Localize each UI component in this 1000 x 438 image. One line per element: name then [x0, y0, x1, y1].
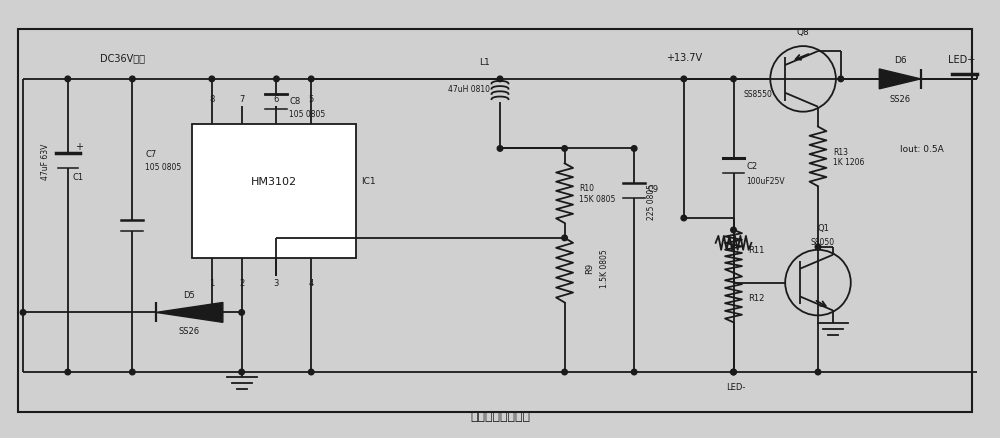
Circle shape	[731, 77, 736, 82]
Text: C9: C9	[647, 184, 658, 193]
Text: 105 0805: 105 0805	[145, 162, 182, 171]
FancyBboxPatch shape	[192, 124, 356, 258]
Circle shape	[731, 369, 736, 375]
Circle shape	[681, 77, 687, 82]
Circle shape	[838, 77, 844, 82]
Text: DC36V输入: DC36V输入	[100, 53, 145, 63]
Text: R12: R12	[748, 293, 765, 302]
Text: HM3102: HM3102	[251, 177, 297, 186]
Text: L1: L1	[479, 57, 490, 66]
Text: Q8: Q8	[797, 28, 809, 37]
Circle shape	[815, 244, 821, 250]
Text: 225 0805: 225 0805	[647, 184, 656, 220]
Circle shape	[497, 77, 503, 82]
Text: +: +	[75, 142, 83, 152]
Circle shape	[65, 369, 71, 375]
Circle shape	[239, 369, 244, 375]
Circle shape	[562, 146, 567, 152]
Circle shape	[731, 369, 736, 375]
Text: 1.5K 0805: 1.5K 0805	[600, 249, 609, 287]
Text: C1: C1	[73, 173, 84, 181]
Circle shape	[274, 77, 279, 82]
Text: S8050: S8050	[811, 238, 835, 247]
Text: 4: 4	[309, 279, 314, 287]
Text: C8: C8	[289, 97, 301, 106]
Circle shape	[130, 77, 135, 82]
Text: 5: 5	[309, 95, 314, 104]
Text: R11: R11	[748, 246, 765, 255]
Circle shape	[631, 146, 637, 152]
Text: SS26: SS26	[889, 95, 911, 104]
Text: D6: D6	[894, 55, 906, 64]
Text: R10
15K 0805: R10 15K 0805	[579, 184, 616, 203]
Text: LED-: LED-	[726, 382, 745, 392]
Circle shape	[562, 236, 567, 241]
Circle shape	[209, 77, 215, 82]
Text: 47uH 0810: 47uH 0810	[448, 85, 490, 94]
Circle shape	[497, 146, 503, 152]
Circle shape	[20, 310, 26, 315]
Text: 8: 8	[209, 95, 215, 104]
Circle shape	[65, 77, 71, 82]
Circle shape	[308, 77, 314, 82]
Circle shape	[308, 369, 314, 375]
Text: R9: R9	[585, 262, 594, 274]
Text: R13
1K 1206: R13 1K 1206	[833, 147, 864, 167]
Text: 100uF25V: 100uF25V	[746, 177, 785, 185]
Text: 2: 2	[239, 279, 244, 287]
Circle shape	[681, 216, 687, 221]
Text: 47uF 63V: 47uF 63V	[41, 143, 50, 179]
Polygon shape	[156, 303, 223, 323]
Circle shape	[631, 369, 637, 375]
Text: Q1: Q1	[817, 224, 829, 233]
Circle shape	[130, 369, 135, 375]
Text: D5: D5	[184, 290, 195, 299]
Circle shape	[815, 369, 821, 375]
Circle shape	[562, 369, 567, 375]
Text: C2: C2	[746, 162, 758, 170]
Text: IC1: IC1	[361, 177, 376, 186]
Text: 7: 7	[239, 95, 244, 104]
Text: 1: 1	[209, 279, 214, 287]
Circle shape	[731, 228, 736, 233]
Text: Iout: 0.5A: Iout: 0.5A	[900, 145, 944, 154]
Text: 6: 6	[274, 95, 279, 104]
Circle shape	[239, 310, 244, 315]
Text: SS26: SS26	[179, 326, 200, 335]
Text: LED+: LED+	[948, 55, 976, 65]
Text: SS8550: SS8550	[744, 90, 773, 99]
Text: 灯具开关信号输入: 灯具开关信号输入	[470, 409, 530, 422]
Text: +13.7V: +13.7V	[666, 53, 702, 63]
Polygon shape	[879, 70, 921, 90]
Text: C7: C7	[145, 149, 157, 159]
Circle shape	[209, 310, 215, 315]
Text: 3: 3	[274, 279, 279, 287]
Text: 105 0805: 105 0805	[289, 110, 326, 119]
